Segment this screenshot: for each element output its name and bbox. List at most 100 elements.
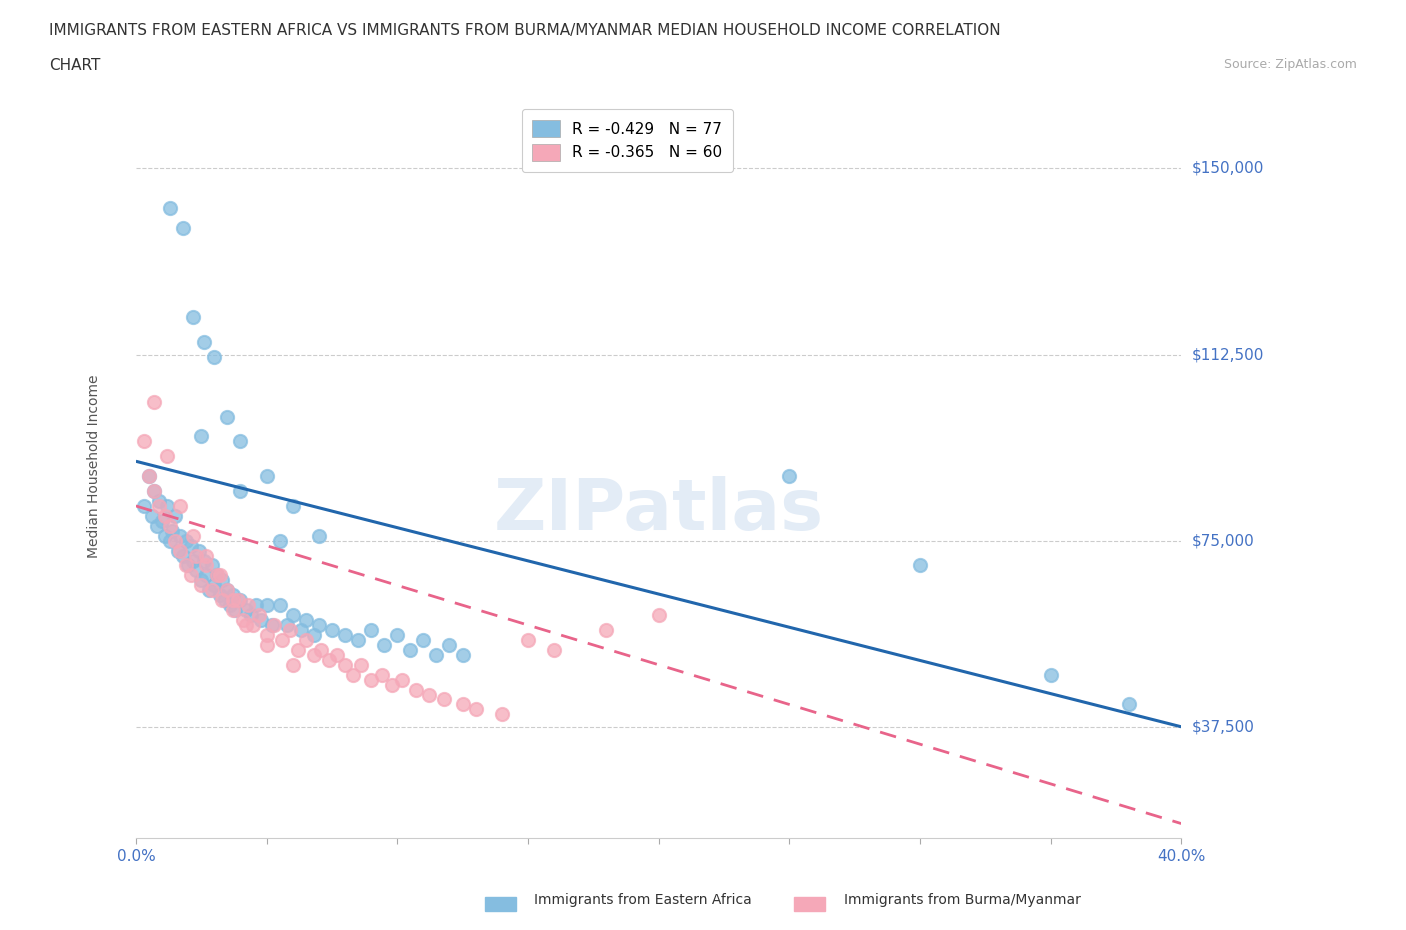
Point (269, 598, 291, 613)
Point (159, 201, 181, 216)
Point (1039, 667, 1062, 682)
Text: $75,000: $75,000 (1192, 533, 1254, 548)
Point (195, 548, 218, 563)
Point (321, 622, 343, 637)
Point (193, 553, 215, 568)
Point (464, 702, 486, 717)
Point (177, 558, 200, 573)
Point (229, 592, 252, 607)
Point (201, 558, 224, 573)
Point (221, 603, 243, 618)
Point (256, 637, 278, 652)
Point (405, 682, 427, 697)
Point (156, 498, 179, 513)
Point (281, 607, 304, 622)
Text: Source: ZipAtlas.com: Source: ZipAtlas.com (1223, 58, 1357, 71)
Point (190, 573, 212, 588)
Point (287, 643, 309, 658)
Point (201, 583, 224, 598)
Point (318, 652, 340, 667)
Point (146, 518, 169, 533)
Point (245, 598, 267, 613)
Point (229, 484, 252, 498)
Point (373, 637, 395, 652)
Point (595, 622, 617, 637)
Point (132, 434, 155, 449)
Point (387, 628, 409, 643)
Point (294, 632, 316, 647)
Point (174, 558, 197, 573)
Point (217, 409, 239, 424)
Point (205, 568, 228, 583)
Point (195, 568, 218, 583)
Point (235, 603, 257, 618)
Point (153, 509, 176, 524)
Point (183, 553, 205, 568)
Legend: R = -0.429   N = 77, R = -0.365   N = 60: R = -0.429 N = 77, R = -0.365 N = 60 (522, 109, 733, 172)
Point (412, 632, 434, 647)
Text: ZIPatlas: ZIPatlas (494, 476, 824, 545)
Point (141, 509, 163, 524)
Point (281, 658, 304, 672)
Point (138, 469, 160, 484)
Point (276, 618, 298, 632)
Text: $150,000: $150,000 (1192, 161, 1264, 176)
Point (250, 613, 273, 628)
Point (219, 598, 242, 613)
Point (242, 618, 264, 632)
Point (190, 578, 212, 592)
Point (148, 498, 170, 513)
Point (159, 518, 181, 533)
Point (180, 568, 202, 583)
Point (333, 658, 356, 672)
Point (308, 528, 330, 543)
Point (360, 622, 382, 637)
Point (302, 647, 325, 662)
Point (235, 618, 257, 632)
Point (294, 613, 316, 628)
Point (269, 533, 291, 548)
Point (232, 613, 254, 628)
Point (184, 548, 207, 563)
Point (256, 628, 278, 643)
Point (247, 607, 270, 622)
Point (256, 469, 278, 484)
Point (211, 592, 233, 607)
Point (217, 583, 239, 598)
Point (239, 607, 262, 622)
Point (281, 498, 304, 513)
Point (451, 697, 474, 711)
Text: $37,500: $37,500 (1192, 719, 1254, 735)
Point (543, 643, 565, 658)
Point (418, 687, 440, 702)
Point (148, 494, 170, 509)
Point (208, 588, 231, 603)
Point (180, 538, 202, 553)
Point (143, 484, 166, 498)
Point (153, 528, 176, 543)
Point (169, 528, 191, 543)
Point (370, 667, 392, 682)
Point (183, 310, 205, 325)
Point (208, 568, 231, 583)
Point (1118, 697, 1140, 711)
Point (342, 667, 364, 682)
Point (229, 434, 252, 449)
Point (190, 429, 212, 444)
Point (166, 543, 188, 558)
Point (425, 647, 447, 662)
Point (347, 632, 370, 647)
Point (360, 672, 382, 687)
Point (278, 622, 301, 637)
Point (516, 632, 538, 647)
Point (349, 658, 371, 672)
Text: IMMIGRANTS FROM EASTERN AFRICA VS IMMIGRANTS FROM BURMA/MYANMAR MEDIAN HOUSEHOLD: IMMIGRANTS FROM EASTERN AFRICA VS IMMIGR… (49, 23, 1001, 38)
Point (193, 335, 215, 350)
Point (202, 578, 225, 592)
Point (211, 573, 233, 588)
Point (162, 524, 184, 538)
Point (172, 220, 194, 235)
Text: Immigrants from Eastern Africa: Immigrants from Eastern Africa (534, 893, 752, 908)
Text: $112,500: $112,500 (1192, 347, 1264, 362)
Point (217, 583, 239, 598)
